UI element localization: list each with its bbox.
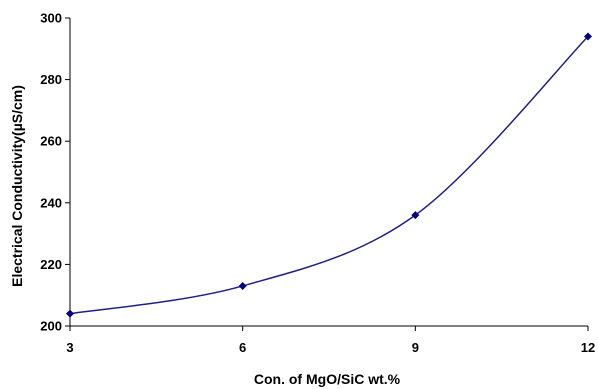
x-tick-label: 6 xyxy=(239,340,246,355)
data-point-marker xyxy=(238,281,247,290)
data-point-marker xyxy=(411,211,420,220)
series-line xyxy=(69,35,589,315)
y-tick-label: 260 xyxy=(40,134,62,149)
y-tick-label: 280 xyxy=(40,72,62,87)
data-points xyxy=(66,32,592,318)
y-tick-label: 300 xyxy=(40,11,62,26)
y-axis-label: Electrical Conductivity(µS/cm) xyxy=(9,85,25,287)
y-tick-label: 220 xyxy=(40,257,62,272)
x-tick-label: 3 xyxy=(66,340,73,355)
data-point-marker xyxy=(584,32,592,41)
y-tick-label: 240 xyxy=(40,195,62,210)
data-point-marker xyxy=(66,309,74,318)
y-tick-label: 200 xyxy=(40,319,62,334)
axes xyxy=(69,18,588,327)
x-tick-label: 12 xyxy=(581,340,595,355)
x-axis-ticks: 3 6 9 12 xyxy=(66,326,595,355)
y-axis-ticks: 200 220 240 260 280 300 xyxy=(40,11,70,334)
x-axis-label: Con. of MgO/SiC wt.% xyxy=(254,371,401,387)
x-tick-label: 9 xyxy=(412,340,419,355)
